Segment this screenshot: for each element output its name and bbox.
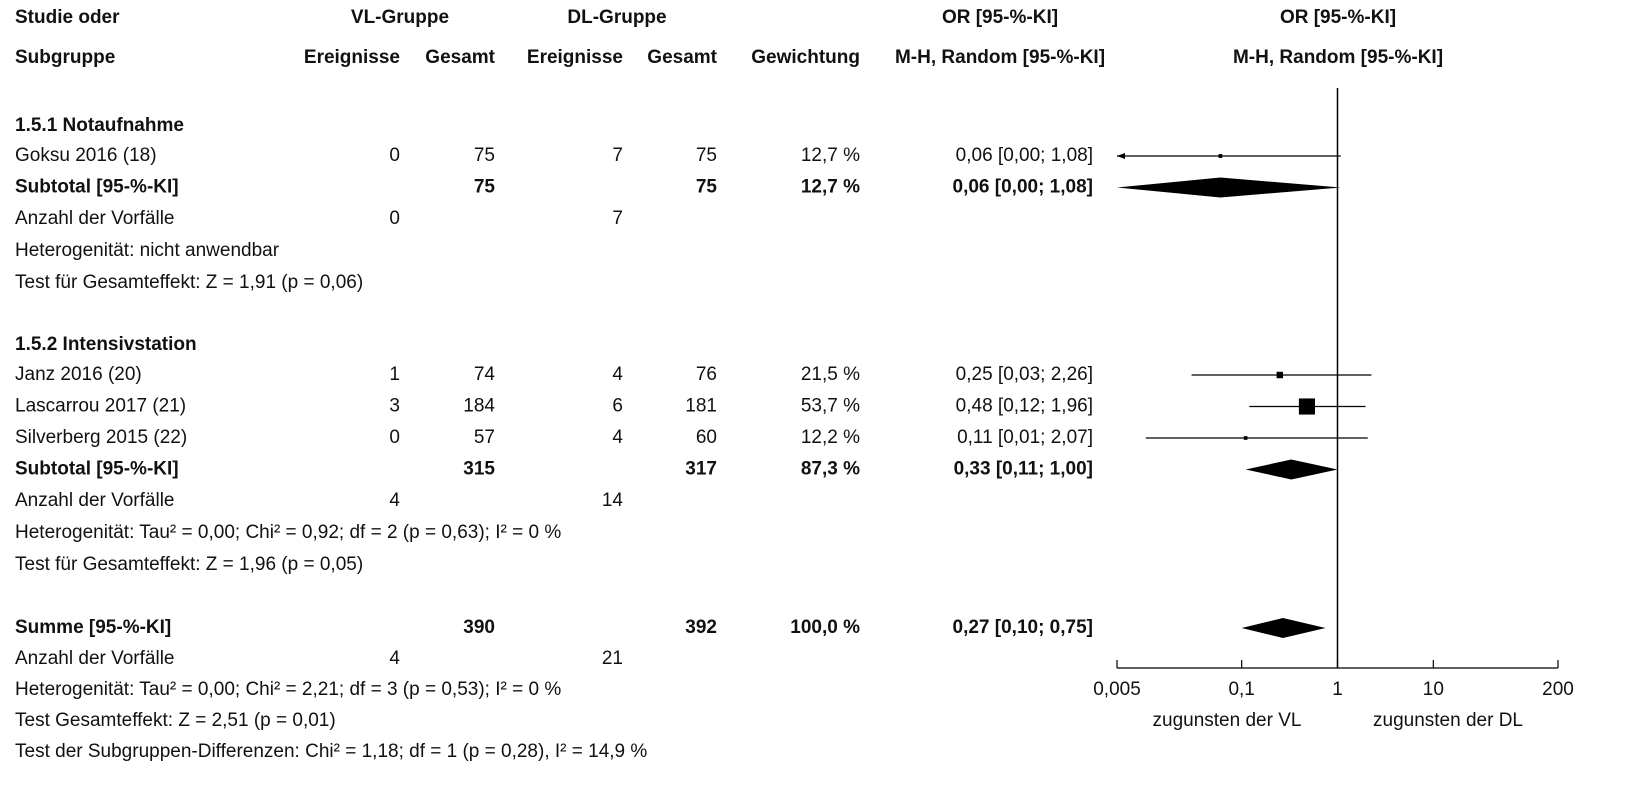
- ci-arrow: [1117, 153, 1125, 159]
- favours-right: zugunsten der DL: [1373, 710, 1523, 731]
- row-label: Anzahl der Vorfälle: [15, 208, 175, 229]
- header-weight: Gewichtung: [751, 47, 860, 68]
- cell-vl-events: 0: [389, 208, 400, 229]
- x-tick-label: 0,005: [1093, 679, 1141, 700]
- header-events: Ereignisse: [304, 47, 400, 68]
- heterogeneity: Heterogenität: Tau² = 0,00; Chi² = 0,92;…: [15, 522, 561, 543]
- cell-weight-label: 21,5 %: [801, 364, 860, 385]
- cell-or-label: 0,33 [0,11; 1,00]: [954, 459, 1093, 480]
- cell-dl-total: 181: [685, 396, 717, 417]
- study-square: [1276, 371, 1284, 379]
- row-label: Silverberg 2015 (22): [15, 427, 187, 448]
- cell-vl-events: 3: [389, 396, 400, 417]
- cell-dl-events: 7: [612, 208, 623, 229]
- study-square: [1243, 436, 1248, 440]
- header-vl: VL-Gruppe: [351, 7, 449, 28]
- row-label: Subtotal [95-%-KI]: [15, 459, 179, 480]
- effect-test: Test für Gesamteffekt: Z = 1,91 (p = 0,0…: [15, 272, 363, 293]
- cell-vl-total: 75: [474, 177, 496, 198]
- x-tick-label: 0,1: [1228, 679, 1254, 700]
- cell-vl-events: 4: [389, 648, 400, 669]
- row-label: Goksu 2016 (18): [15, 145, 157, 166]
- cell-or-label: 0,25 [0,03; 2,26]: [956, 364, 1093, 385]
- cell-dl-total: 76: [696, 364, 717, 385]
- cell-vl-events: 1: [389, 364, 400, 385]
- heterogeneity: Heterogenität: nicht anwendbar: [15, 240, 280, 261]
- cell-weight-label: 12,7 %: [801, 177, 860, 198]
- cell-vl-events: 0: [389, 427, 400, 448]
- study-square: [1298, 398, 1316, 415]
- cell-dl-total: 392: [685, 617, 717, 638]
- cell-weight-label: 100,0 %: [790, 617, 860, 638]
- cell-weight-label: 87,3 %: [801, 459, 860, 480]
- cell-vl-total: 74: [474, 364, 496, 385]
- row-label: Subtotal [95-%-KI]: [15, 177, 179, 198]
- row-label: Lascarrou 2017 (21): [15, 396, 186, 417]
- header-dl: DL-Gruppe: [567, 7, 666, 28]
- x-tick-label: 200: [1542, 679, 1574, 700]
- header-or: OR [95-%-KI]: [942, 7, 1058, 28]
- x-tick-label: 1: [1332, 679, 1343, 700]
- cell-vl-total: 315: [463, 459, 495, 480]
- header-method: M-H, Random [95-%-KI]: [1233, 47, 1443, 68]
- cell-vl-total: 75: [474, 145, 495, 166]
- effect-test: Test für Gesamteffekt: Z = 1,96 (p = 0,0…: [15, 554, 363, 575]
- header-subgroup: Subgruppe: [15, 47, 115, 68]
- cell-dl-events: 6: [612, 396, 623, 417]
- cell-dl-events: 4: [612, 364, 623, 385]
- header-method: M-H, Random [95-%-KI]: [895, 47, 1105, 68]
- cell-dl-events: 14: [602, 490, 624, 511]
- summary-diamond: [1241, 618, 1326, 638]
- row-label: Summe [95-%-KI]: [15, 617, 171, 638]
- header-total: Gesamt: [647, 47, 717, 68]
- cell-vl-total: 390: [463, 617, 495, 638]
- cell-vl-events: 0: [389, 145, 400, 166]
- cell-or-label: 0,48 [0,12; 1,96]: [956, 396, 1093, 417]
- cell-weight-label: 12,2 %: [801, 427, 860, 448]
- heterogeneity: Heterogenität: Tau² = 0,00; Chi² = 2,21;…: [15, 679, 561, 700]
- summary-diamond: [1117, 177, 1341, 198]
- cell-dl-events: 7: [612, 145, 623, 166]
- cell-or-label: 0,27 [0,10; 0,75]: [953, 617, 1093, 638]
- header-or: OR [95-%-KI]: [1280, 7, 1396, 28]
- cell-or-label: 0,06 [0,00; 1,08]: [956, 145, 1093, 166]
- cell-vl-events: 4: [389, 490, 400, 511]
- cell-dl-events: 21: [602, 648, 623, 669]
- cell-vl-total: 184: [463, 396, 495, 417]
- row-label: Anzahl der Vorfälle: [15, 648, 175, 669]
- header-events: Ereignisse: [527, 47, 623, 68]
- cell-dl-total: 75: [696, 145, 717, 166]
- cell-vl-total: 57: [474, 427, 495, 448]
- favours-left: zugunsten der VL: [1153, 710, 1302, 731]
- x-tick-label: 10: [1423, 679, 1444, 700]
- cell-dl-total: 317: [685, 459, 717, 480]
- row-label: Janz 2016 (20): [15, 364, 142, 385]
- group-title: 1.5.1 Notaufnahme: [15, 115, 184, 136]
- cell-weight-label: 12,7 %: [801, 145, 860, 166]
- cell-dl-total: 75: [696, 177, 718, 198]
- header-study: Studie oder: [15, 7, 120, 28]
- effect-test: Test Gesamteffekt: Z = 2,51 (p = 0,01): [15, 710, 336, 731]
- cell-or-label: 0,11 [0,01; 2,07]: [957, 427, 1093, 448]
- group-title: 1.5.2 Intensivstation: [15, 334, 197, 355]
- cell-weight-label: 53,7 %: [801, 396, 860, 417]
- cell-or-label: 0,06 [0,00; 1,08]: [953, 177, 1093, 198]
- row-label: Anzahl der Vorfälle: [15, 490, 175, 511]
- header-total: Gesamt: [425, 47, 495, 68]
- summary-diamond: [1245, 459, 1338, 480]
- cell-dl-events: 4: [612, 427, 623, 448]
- subgroup-test: Test der Subgruppen-Differenzen: Chi² = …: [15, 741, 647, 762]
- study-square: [1218, 154, 1223, 158]
- cell-dl-total: 60: [696, 427, 717, 448]
